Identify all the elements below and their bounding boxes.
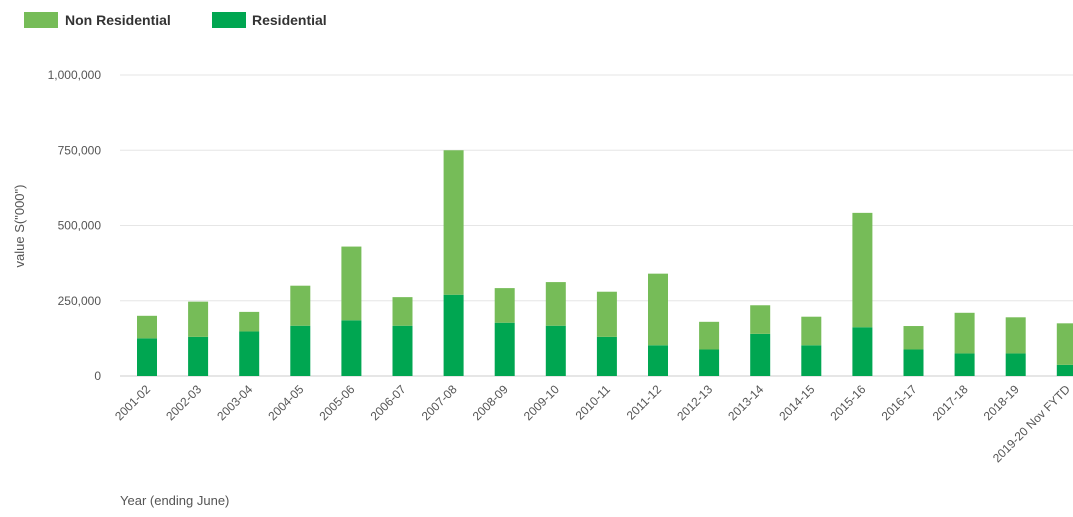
x-tick-label: 2006-07 bbox=[368, 382, 409, 423]
bar-residential[interactable] bbox=[1056, 364, 1073, 376]
x-tick-label: 2018-19 bbox=[981, 382, 1022, 423]
bar-stack[interactable] bbox=[1005, 317, 1026, 376]
x-tick-label: 2015-16 bbox=[827, 382, 868, 423]
bar-non-residential[interactable] bbox=[801, 316, 822, 346]
x-tick-label: 2004-05 bbox=[265, 382, 306, 423]
bar-stack[interactable] bbox=[648, 273, 668, 376]
bar-residential[interactable] bbox=[341, 320, 362, 376]
x-tick-label: 2014-15 bbox=[776, 382, 817, 423]
legend-label-non-residential: Non Residential bbox=[65, 12, 171, 28]
x-axis-title: Year (ending June) bbox=[120, 493, 229, 508]
bar-stack[interactable] bbox=[1056, 323, 1073, 376]
y-tick-label: 500,000 bbox=[58, 219, 102, 233]
bar-non-residential[interactable] bbox=[1056, 323, 1073, 365]
x-tick-label: 2010-11 bbox=[573, 382, 614, 423]
bar-residential[interactable] bbox=[750, 333, 771, 376]
x-tick-label: 2007-08 bbox=[419, 382, 460, 423]
x-tick-label: 2003-04 bbox=[214, 382, 255, 423]
bar-stack[interactable] bbox=[596, 291, 617, 376]
bar-non-residential[interactable] bbox=[494, 288, 515, 323]
x-tick-label: 2012-13 bbox=[674, 382, 715, 423]
bar-residential[interactable] bbox=[596, 336, 617, 376]
bar-non-residential[interactable] bbox=[545, 282, 566, 326]
y-tick-label: 250,000 bbox=[58, 294, 102, 308]
bar-non-residential[interactable] bbox=[648, 273, 668, 346]
x-tick-label: 2002-03 bbox=[163, 382, 204, 423]
bar-non-residential[interactable] bbox=[392, 297, 413, 326]
bar-residential[interactable] bbox=[1005, 353, 1026, 376]
legend-item-residential[interactable]: Residential bbox=[212, 12, 327, 28]
bar-stack[interactable] bbox=[341, 246, 362, 376]
bar-residential[interactable] bbox=[954, 353, 975, 376]
bar-residential[interactable] bbox=[699, 349, 720, 376]
y-tick-label: 0 bbox=[94, 369, 101, 383]
bar-non-residential[interactable] bbox=[290, 285, 311, 326]
y-axis-title: value S("000") bbox=[12, 185, 27, 268]
x-tick-label: 2005-06 bbox=[316, 382, 357, 423]
bar-stack[interactable] bbox=[954, 312, 975, 376]
x-tick-label: 2013-14 bbox=[725, 382, 766, 423]
legend-label-residential: Residential bbox=[252, 12, 327, 28]
bar-non-residential[interactable] bbox=[903, 326, 924, 350]
bar-stack[interactable] bbox=[239, 311, 260, 376]
bar-residential[interactable] bbox=[648, 345, 668, 376]
bar-residential[interactable] bbox=[443, 294, 464, 376]
bar-non-residential[interactable] bbox=[239, 311, 260, 332]
bar-non-residential[interactable] bbox=[699, 321, 720, 350]
legend[interactable]: Non Residential Residential bbox=[24, 12, 327, 28]
x-tick-label: 2009-10 bbox=[521, 382, 562, 423]
bar-stack[interactable] bbox=[852, 212, 873, 376]
bar-residential[interactable] bbox=[290, 325, 311, 376]
bar-non-residential[interactable] bbox=[750, 305, 771, 334]
bar-non-residential[interactable] bbox=[954, 312, 975, 354]
x-tick-label: 2016-17 bbox=[879, 382, 920, 423]
bar-stack[interactable] bbox=[392, 297, 413, 376]
bar-stack[interactable] bbox=[188, 301, 209, 376]
x-tick-label: 2011-12 bbox=[624, 382, 665, 423]
bar-stack[interactable] bbox=[494, 288, 515, 376]
bar-residential[interactable] bbox=[392, 325, 413, 376]
y-tick-label: 1,000,000 bbox=[48, 68, 102, 82]
bar-stack[interactable] bbox=[750, 305, 771, 376]
bar-stack[interactable] bbox=[545, 282, 566, 376]
legend-swatch-non-residential bbox=[24, 12, 58, 28]
bar-non-residential[interactable] bbox=[443, 150, 464, 295]
bars bbox=[137, 150, 1073, 376]
bar-residential[interactable] bbox=[903, 349, 924, 376]
bar-non-residential[interactable] bbox=[596, 291, 617, 337]
bar-non-residential[interactable] bbox=[852, 212, 873, 328]
bar-residential[interactable] bbox=[137, 338, 157, 376]
bar-residential[interactable] bbox=[801, 345, 822, 376]
bar-non-residential[interactable] bbox=[137, 315, 157, 339]
bar-residential[interactable] bbox=[494, 322, 515, 376]
legend-swatch-residential bbox=[212, 12, 246, 28]
bar-non-residential[interactable] bbox=[341, 246, 362, 321]
bar-stack[interactable] bbox=[699, 321, 720, 376]
bar-residential[interactable] bbox=[239, 331, 260, 376]
x-tick-label: 2008-09 bbox=[470, 382, 511, 423]
bar-stack[interactable] bbox=[290, 285, 311, 376]
bar-stack[interactable] bbox=[903, 326, 924, 376]
bar-residential[interactable] bbox=[188, 336, 209, 376]
x-axis: 2001-02 2002-03 2003-04 2004-05 2005-06 2006-… bbox=[112, 382, 1073, 465]
bar-non-residential[interactable] bbox=[188, 301, 209, 337]
legend-item-non-residential[interactable]: Non Residential bbox=[24, 12, 171, 28]
bar-stack[interactable] bbox=[801, 316, 822, 376]
x-tick-label: 2017-18 bbox=[930, 382, 971, 423]
y-tick-label: 750,000 bbox=[58, 143, 102, 157]
bar-non-residential[interactable] bbox=[1005, 317, 1026, 354]
bar-stack[interactable] bbox=[137, 315, 157, 376]
bar-residential[interactable] bbox=[852, 327, 873, 376]
bar-stack[interactable] bbox=[443, 150, 464, 376]
bar-residential[interactable] bbox=[545, 325, 566, 376]
x-tick-label: 2001-02 bbox=[112, 382, 153, 423]
